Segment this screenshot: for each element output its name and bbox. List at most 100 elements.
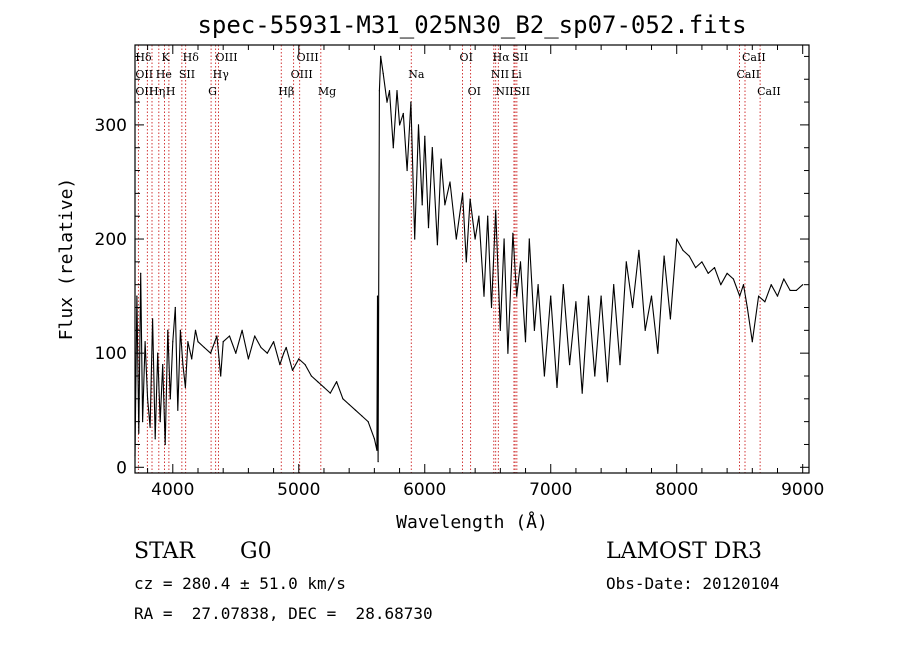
data-point — [478, 215, 480, 217]
data-point — [575, 301, 577, 303]
data-point — [619, 364, 621, 366]
data-point — [556, 386, 558, 388]
data-point — [606, 381, 609, 383]
data-point — [751, 341, 753, 343]
data-point — [162, 364, 164, 366]
data-point — [396, 90, 398, 92]
line-label: Hα — [493, 51, 511, 64]
data-point — [720, 284, 722, 286]
plot-frame — [134, 44, 810, 474]
y-tick-label: 200 — [95, 230, 127, 250]
data-point — [184, 386, 186, 388]
data-point — [179, 329, 181, 331]
line-label: Hδ — [135, 51, 152, 64]
data-point — [600, 295, 602, 297]
line-label: OII — [135, 68, 153, 81]
data-point — [285, 346, 287, 349]
data-point — [194, 329, 197, 331]
data-point — [669, 318, 672, 320]
data-point — [140, 272, 142, 274]
data-point — [638, 249, 640, 251]
data-point — [507, 352, 509, 354]
data-point — [701, 261, 703, 263]
observation-date: Obs-Date: 20120104 — [606, 574, 780, 593]
data-point — [382, 72, 384, 75]
data-point — [746, 306, 748, 309]
data-point — [283, 352, 285, 354]
data-point — [613, 284, 615, 286]
data-point — [431, 147, 433, 149]
line-label: OIII — [291, 68, 313, 81]
line-label: Li — [511, 68, 522, 81]
data-point — [795, 289, 798, 291]
data-point — [587, 295, 590, 297]
series-layer — [134, 55, 804, 463]
data-point — [329, 392, 331, 394]
spectral-subclass: G0 — [240, 539, 272, 564]
data-point — [291, 369, 294, 371]
data-point — [516, 295, 518, 297]
data-point — [789, 289, 791, 291]
data-point — [157, 352, 159, 354]
data-point — [254, 335, 256, 337]
data-point — [222, 341, 224, 343]
chart-title: spec-55931-M31_025N30_B2_sp07-052.fits — [197, 11, 746, 39]
data-point — [421, 204, 423, 206]
data-point — [310, 375, 312, 377]
data-point — [776, 295, 779, 297]
data-point — [770, 284, 772, 286]
data-point — [210, 352, 212, 354]
object-class: STAR — [134, 539, 195, 564]
line-label: CaII — [742, 51, 766, 64]
data-point — [410, 101, 412, 103]
data-point — [758, 295, 760, 297]
data-point — [695, 267, 697, 269]
data-point — [537, 284, 539, 286]
data-point — [380, 55, 382, 58]
data-point — [449, 181, 451, 183]
data-point — [581, 392, 583, 394]
data-point — [682, 249, 684, 251]
data-point — [216, 335, 218, 337]
data-point — [495, 209, 497, 212]
data-point — [455, 238, 457, 240]
line-label: SII — [512, 51, 528, 64]
line-label: OIII — [297, 51, 319, 64]
data-point — [512, 232, 514, 234]
data-point — [462, 192, 464, 194]
line-label: He — [156, 68, 172, 81]
data-point — [436, 244, 438, 246]
data-point — [503, 238, 505, 240]
x-tick-label: 4000 — [151, 480, 194, 500]
redshift-velocity: cz = 280.4 ± 51.0 km/s — [134, 574, 346, 593]
data-point — [228, 335, 231, 337]
line-label: NII — [495, 85, 513, 98]
data-point — [136, 295, 138, 297]
data-point — [399, 124, 401, 126]
line-label: OI — [460, 51, 473, 64]
data-point — [802, 284, 804, 286]
data-point — [783, 278, 785, 280]
data-point — [519, 261, 522, 263]
line-label: SII — [514, 85, 530, 98]
data-point — [469, 198, 471, 200]
data-point — [361, 415, 363, 417]
x-tick-label: 5000 — [277, 480, 320, 500]
data-point — [528, 238, 530, 240]
line-label: Hγ — [213, 68, 230, 81]
data-point — [657, 352, 659, 354]
data-point — [392, 147, 394, 149]
data-point — [569, 364, 571, 366]
line-label: Mg — [318, 85, 336, 98]
x-tick-label: 7000 — [529, 480, 572, 500]
line-label: Hβ — [278, 85, 294, 98]
data-point — [298, 358, 300, 360]
data-point — [191, 358, 193, 360]
data-point — [474, 238, 476, 240]
data-point — [487, 215, 489, 217]
line-label: CaII — [736, 68, 760, 81]
line-label: CaII — [757, 85, 781, 98]
data-point — [377, 461, 379, 463]
data-point — [427, 227, 430, 229]
data-point — [373, 438, 375, 440]
